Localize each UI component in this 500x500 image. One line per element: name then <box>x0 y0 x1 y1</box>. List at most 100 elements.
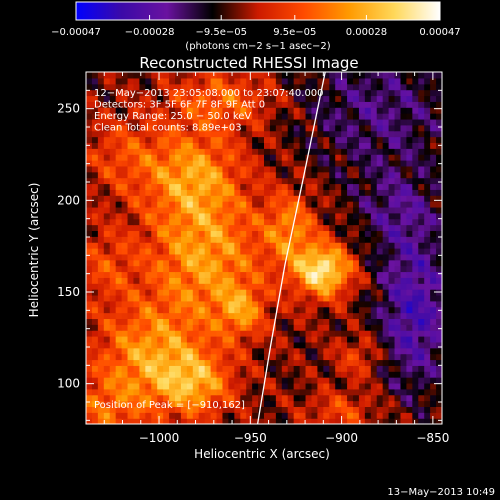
heatmap-cell <box>436 412 442 419</box>
heatmap-cell <box>412 283 419 290</box>
heatmap-cell <box>281 341 289 349</box>
heatmap-cell <box>406 253 413 261</box>
heatmap-cell <box>353 148 360 155</box>
heatmap-cell <box>157 400 164 407</box>
heatmap-cell <box>97 160 105 167</box>
heatmap-cell <box>169 195 176 202</box>
heatmap-cell <box>145 294 152 302</box>
heatmap-cell <box>323 283 330 290</box>
heatmap-cell <box>323 400 330 407</box>
heatmap-cell <box>252 382 259 390</box>
heatmap-cell <box>287 113 295 120</box>
heatmap-cell <box>275 148 283 155</box>
heatmap-cell <box>264 394 271 402</box>
heatmap-cell <box>186 107 194 114</box>
heatmap-cell <box>329 124 336 132</box>
heatmap-cell <box>180 330 188 337</box>
heatmap-cell <box>252 277 259 284</box>
heatmap-cell <box>163 418 170 424</box>
heatmap-cell <box>430 353 437 361</box>
heatmap-cell <box>157 253 164 261</box>
heatmap-cell <box>406 230 413 237</box>
heatmap-cell <box>317 136 324 143</box>
heatmap-cell <box>370 95 378 102</box>
heatmap-cell <box>234 341 241 349</box>
heatmap-cell <box>275 253 283 261</box>
heatmap-cell <box>169 177 176 185</box>
heatmap-cell <box>86 341 93 349</box>
heatmap-cell <box>329 206 336 214</box>
heatmap-cell <box>317 113 324 120</box>
heatmap-cell <box>264 318 271 325</box>
heatmap-cell <box>264 289 271 296</box>
heatmap-cell <box>175 189 182 196</box>
heatmap-cell <box>341 148 348 155</box>
heatmap-cell <box>406 371 413 378</box>
heatmap-cell <box>264 136 271 143</box>
heatmap-cell <box>216 95 224 102</box>
heatmap-cell <box>127 142 135 149</box>
heatmap-cell <box>364 124 372 132</box>
heatmap-cell <box>382 388 390 396</box>
heatmap-cell <box>133 271 140 278</box>
heatmap-cell <box>341 336 348 343</box>
heatmap-cell <box>109 336 117 343</box>
heatmap-cell <box>192 341 200 349</box>
heatmap-cell <box>353 265 360 273</box>
heatmap-cell <box>358 394 366 402</box>
heatmap-cell <box>329 72 336 79</box>
heatmap-cell <box>86 324 93 331</box>
heatmap-cell <box>228 353 235 361</box>
heatmap-cell <box>163 330 170 337</box>
heatmap-cell <box>269 300 277 308</box>
heatmap-cell <box>275 365 283 372</box>
heatmap-cell <box>287 218 295 226</box>
heatmap-cell <box>234 400 241 407</box>
heatmap-cell <box>210 406 218 413</box>
heatmap-cell <box>281 318 289 325</box>
heatmap-cell <box>376 365 384 372</box>
heatmap-cell <box>103 148 111 155</box>
heatmap-cell <box>246 130 253 138</box>
heatmap-cell <box>192 248 200 255</box>
heatmap-cell <box>406 83 413 91</box>
heatmap-cell <box>198 318 206 325</box>
heatmap-cell <box>358 195 366 202</box>
heatmap-cell <box>151 324 158 331</box>
heatmap-cell <box>382 118 390 126</box>
heatmap-cell <box>347 77 354 85</box>
heatmap-cell <box>412 312 419 319</box>
heatmap-cell <box>347 136 354 143</box>
heatmap-cell <box>163 365 170 372</box>
heatmap-cell <box>418 318 425 325</box>
heatmap-cell <box>347 218 354 226</box>
heatmap-cell <box>121 306 129 314</box>
heatmap-cell <box>192 212 200 220</box>
heatmap-cell <box>157 359 164 366</box>
heatmap-cell <box>240 224 247 231</box>
heatmap-cell <box>222 406 229 413</box>
heatmap-cell <box>228 406 235 413</box>
heatmap-cell <box>287 95 295 102</box>
heatmap-cell <box>341 154 348 161</box>
heatmap-cell <box>216 336 224 343</box>
heatmap-cell <box>121 324 129 331</box>
heatmap-cell <box>252 118 259 126</box>
heatmap-cell <box>192 265 200 273</box>
heatmap-cell <box>228 89 235 97</box>
heatmap-cell <box>234 195 241 202</box>
heatmap-cell <box>275 318 283 325</box>
heatmap-cell <box>275 330 283 337</box>
heatmap-cell <box>418 118 425 126</box>
heatmap-cell <box>388 171 396 179</box>
heatmap-cell <box>293 248 301 255</box>
heatmap-cell <box>198 324 206 331</box>
heatmap-cell <box>139 148 146 155</box>
heatmap-cell <box>97 283 105 290</box>
heatmap-cell <box>335 318 342 325</box>
heatmap-cell <box>157 394 164 402</box>
heatmap-cell <box>264 206 271 214</box>
heatmap-cell <box>186 382 194 390</box>
heatmap-cell <box>186 171 194 179</box>
heatmap-cell <box>180 236 188 243</box>
